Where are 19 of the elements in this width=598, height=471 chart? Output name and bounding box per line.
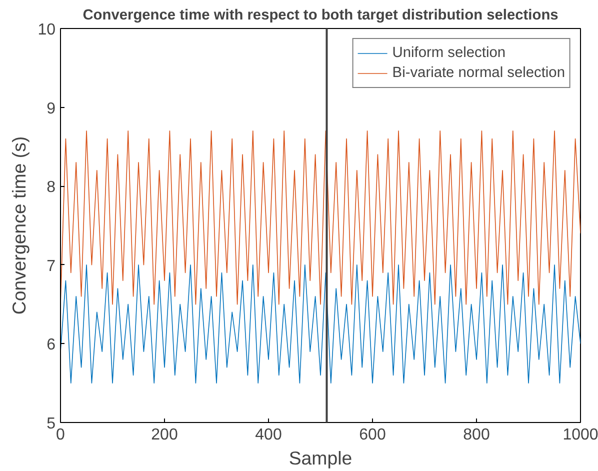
line-series — [60, 130, 580, 305]
chart-title: Convergence time with respect to both target distribution selections — [82, 8, 558, 24]
y-tick-label: 5 — [46, 416, 56, 432]
legend-label: Bi-variate normal selection — [392, 65, 565, 81]
line-series — [60, 264, 580, 384]
x-axis-title: Sample — [288, 448, 352, 468]
y-axis-title: Convergence time (s) — [8, 136, 30, 315]
y-tick-label: 6 — [46, 336, 56, 354]
x-tick-label: 0 — [56, 426, 66, 444]
x-tick-label: 400 — [255, 426, 282, 444]
legend-label: Uniform selection — [392, 45, 506, 61]
y-tick-label: 8 — [46, 179, 56, 196]
y-tick-label: 7 — [46, 258, 56, 275]
x-tick-label: 600 — [359, 426, 386, 444]
x-tick-label: 800 — [463, 426, 490, 444]
x-tick-label: 1000 — [562, 426, 598, 444]
y-tick-label: 9 — [46, 100, 56, 118]
y-tick-label: 10 — [38, 22, 56, 38]
x-tick-label: 200 — [151, 426, 178, 444]
